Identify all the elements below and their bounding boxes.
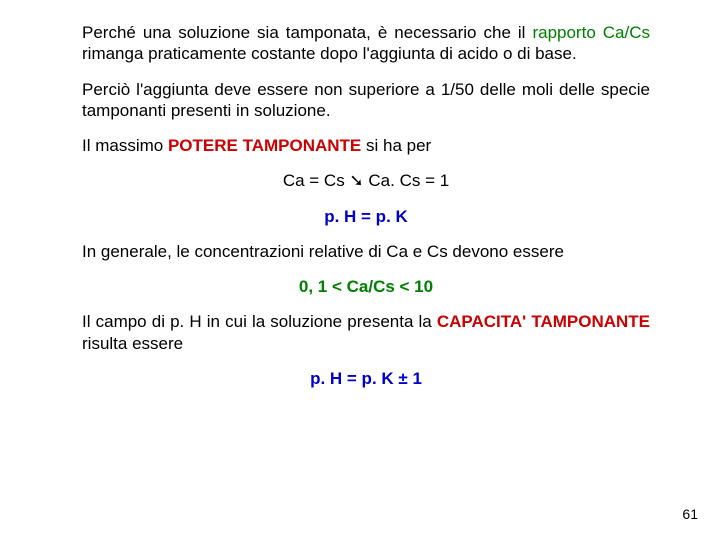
arrow-icon: ➘ [349, 171, 363, 190]
paragraph-5: Il campo di p. H in cui la soluzione pre… [82, 311, 650, 354]
equation-4: p. H = p. K ± 1 [82, 368, 650, 389]
p3-text-1: Il massimo [82, 136, 168, 155]
p5-text-3: risulta essere [82, 334, 183, 353]
p1-text-3: rimanga praticamente costante dopo l'agg… [82, 44, 577, 63]
p3-text-3: si ha per [361, 136, 431, 155]
page-number: 61 [682, 506, 698, 522]
equation-1: Ca = Cs ➘ Ca. Cs = 1 [82, 170, 650, 191]
slide-page: Perché una soluzione sia tamponata, è ne… [0, 0, 720, 540]
equation-3: 0, 1 < Ca/Cs < 10 [82, 276, 650, 297]
paragraph-2: Perciò l'aggiunta deve essere non superi… [82, 79, 650, 122]
paragraph-4: In generale, le concentrazioni relative … [82, 241, 650, 262]
paragraph-3: Il massimo POTERE TAMPONANTE si ha per [82, 135, 650, 156]
p1-ratio: rapporto Ca/Cs [532, 23, 650, 42]
eq1-rhs: Ca. Cs = 1 [364, 171, 450, 190]
equation-2: p. H = p. K [82, 206, 650, 227]
eq1-lhs: Ca = Cs [283, 171, 350, 190]
p5-text-1: Il campo di p. H in cui la soluzione pre… [82, 312, 437, 331]
p1-text-1: Perché una soluzione sia tamponata, è ne… [82, 23, 532, 42]
p5-term: CAPACITA' TAMPONANTE [437, 312, 650, 331]
p3-term: POTERE TAMPONANTE [168, 136, 361, 155]
paragraph-1: Perché una soluzione sia tamponata, è ne… [82, 22, 650, 65]
